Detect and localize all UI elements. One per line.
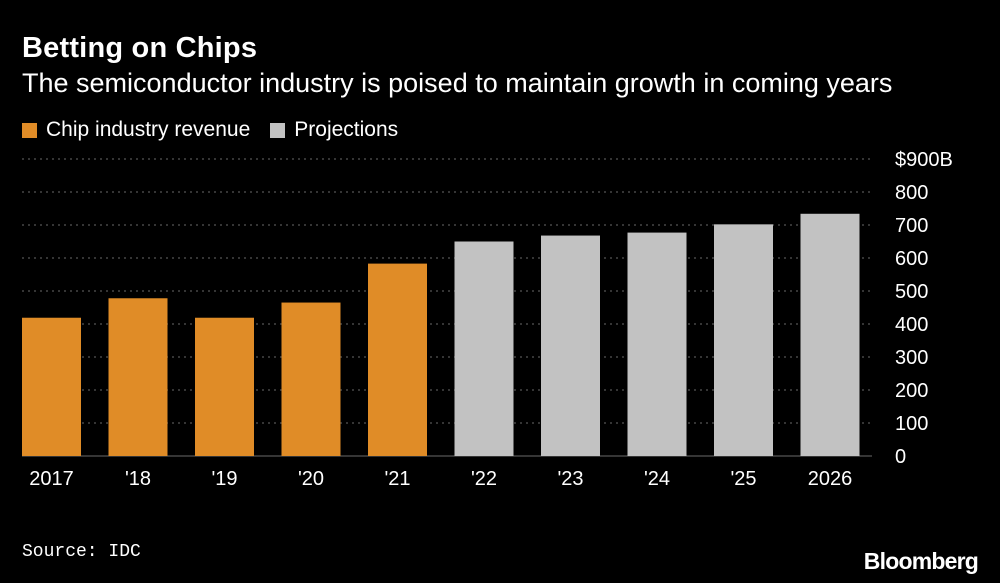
legend-swatch-actual	[22, 122, 37, 138]
x-tick-label: '25	[730, 468, 756, 490]
x-tick-label: '24	[644, 468, 670, 490]
y-tick-label: 800	[895, 182, 928, 204]
x-tick-label: '21	[384, 468, 410, 490]
y-tick-label: 300	[895, 347, 928, 369]
legend-swatch-projection	[270, 122, 286, 138]
x-tick-label: '19	[211, 468, 237, 490]
x-tick-label: 2026	[808, 468, 853, 490]
legend-item-projection: Projections	[270, 118, 398, 142]
source-note: Source: IDC	[22, 542, 141, 562]
y-tick-label: 200	[895, 380, 928, 402]
bar-actual	[22, 317, 81, 456]
y-tick-label: 0	[895, 446, 906, 468]
x-tick-label: '18	[125, 468, 151, 490]
bar-projection	[800, 213, 860, 456]
bar-projection	[541, 235, 600, 456]
bar-actual	[195, 317, 254, 456]
y-tick-label: 400	[895, 314, 928, 336]
bar-actual	[108, 298, 168, 456]
bloomberg-logo: Bloomberg	[863, 548, 979, 574]
legend: Chip industry revenue Projections	[22, 118, 418, 142]
bar-projection	[627, 232, 687, 456]
bar-actual	[368, 263, 427, 456]
y-tick-label: 700	[895, 215, 928, 237]
x-tick-label: '23	[557, 468, 583, 490]
y-tick-label: $900B	[895, 149, 953, 171]
x-tick-label: 2017	[29, 468, 74, 490]
legend-label-actual: Chip industry revenue	[46, 118, 251, 141]
y-tick-label: 600	[895, 248, 928, 270]
chart-title: Betting on Chips	[22, 32, 258, 64]
bar-actual	[281, 302, 341, 456]
x-tick-label: '20	[298, 468, 324, 490]
chart-subtitle: The semiconductor industry is poised to …	[22, 68, 893, 98]
y-tick-label: 500	[895, 281, 928, 303]
bar-projection	[714, 224, 773, 456]
x-tick-label: '22	[471, 468, 497, 490]
legend-item-actual: Chip industry revenue	[22, 118, 250, 142]
y-tick-label: 100	[895, 413, 928, 435]
legend-label-projection: Projections	[294, 118, 399, 141]
bar-projection	[454, 241, 514, 456]
